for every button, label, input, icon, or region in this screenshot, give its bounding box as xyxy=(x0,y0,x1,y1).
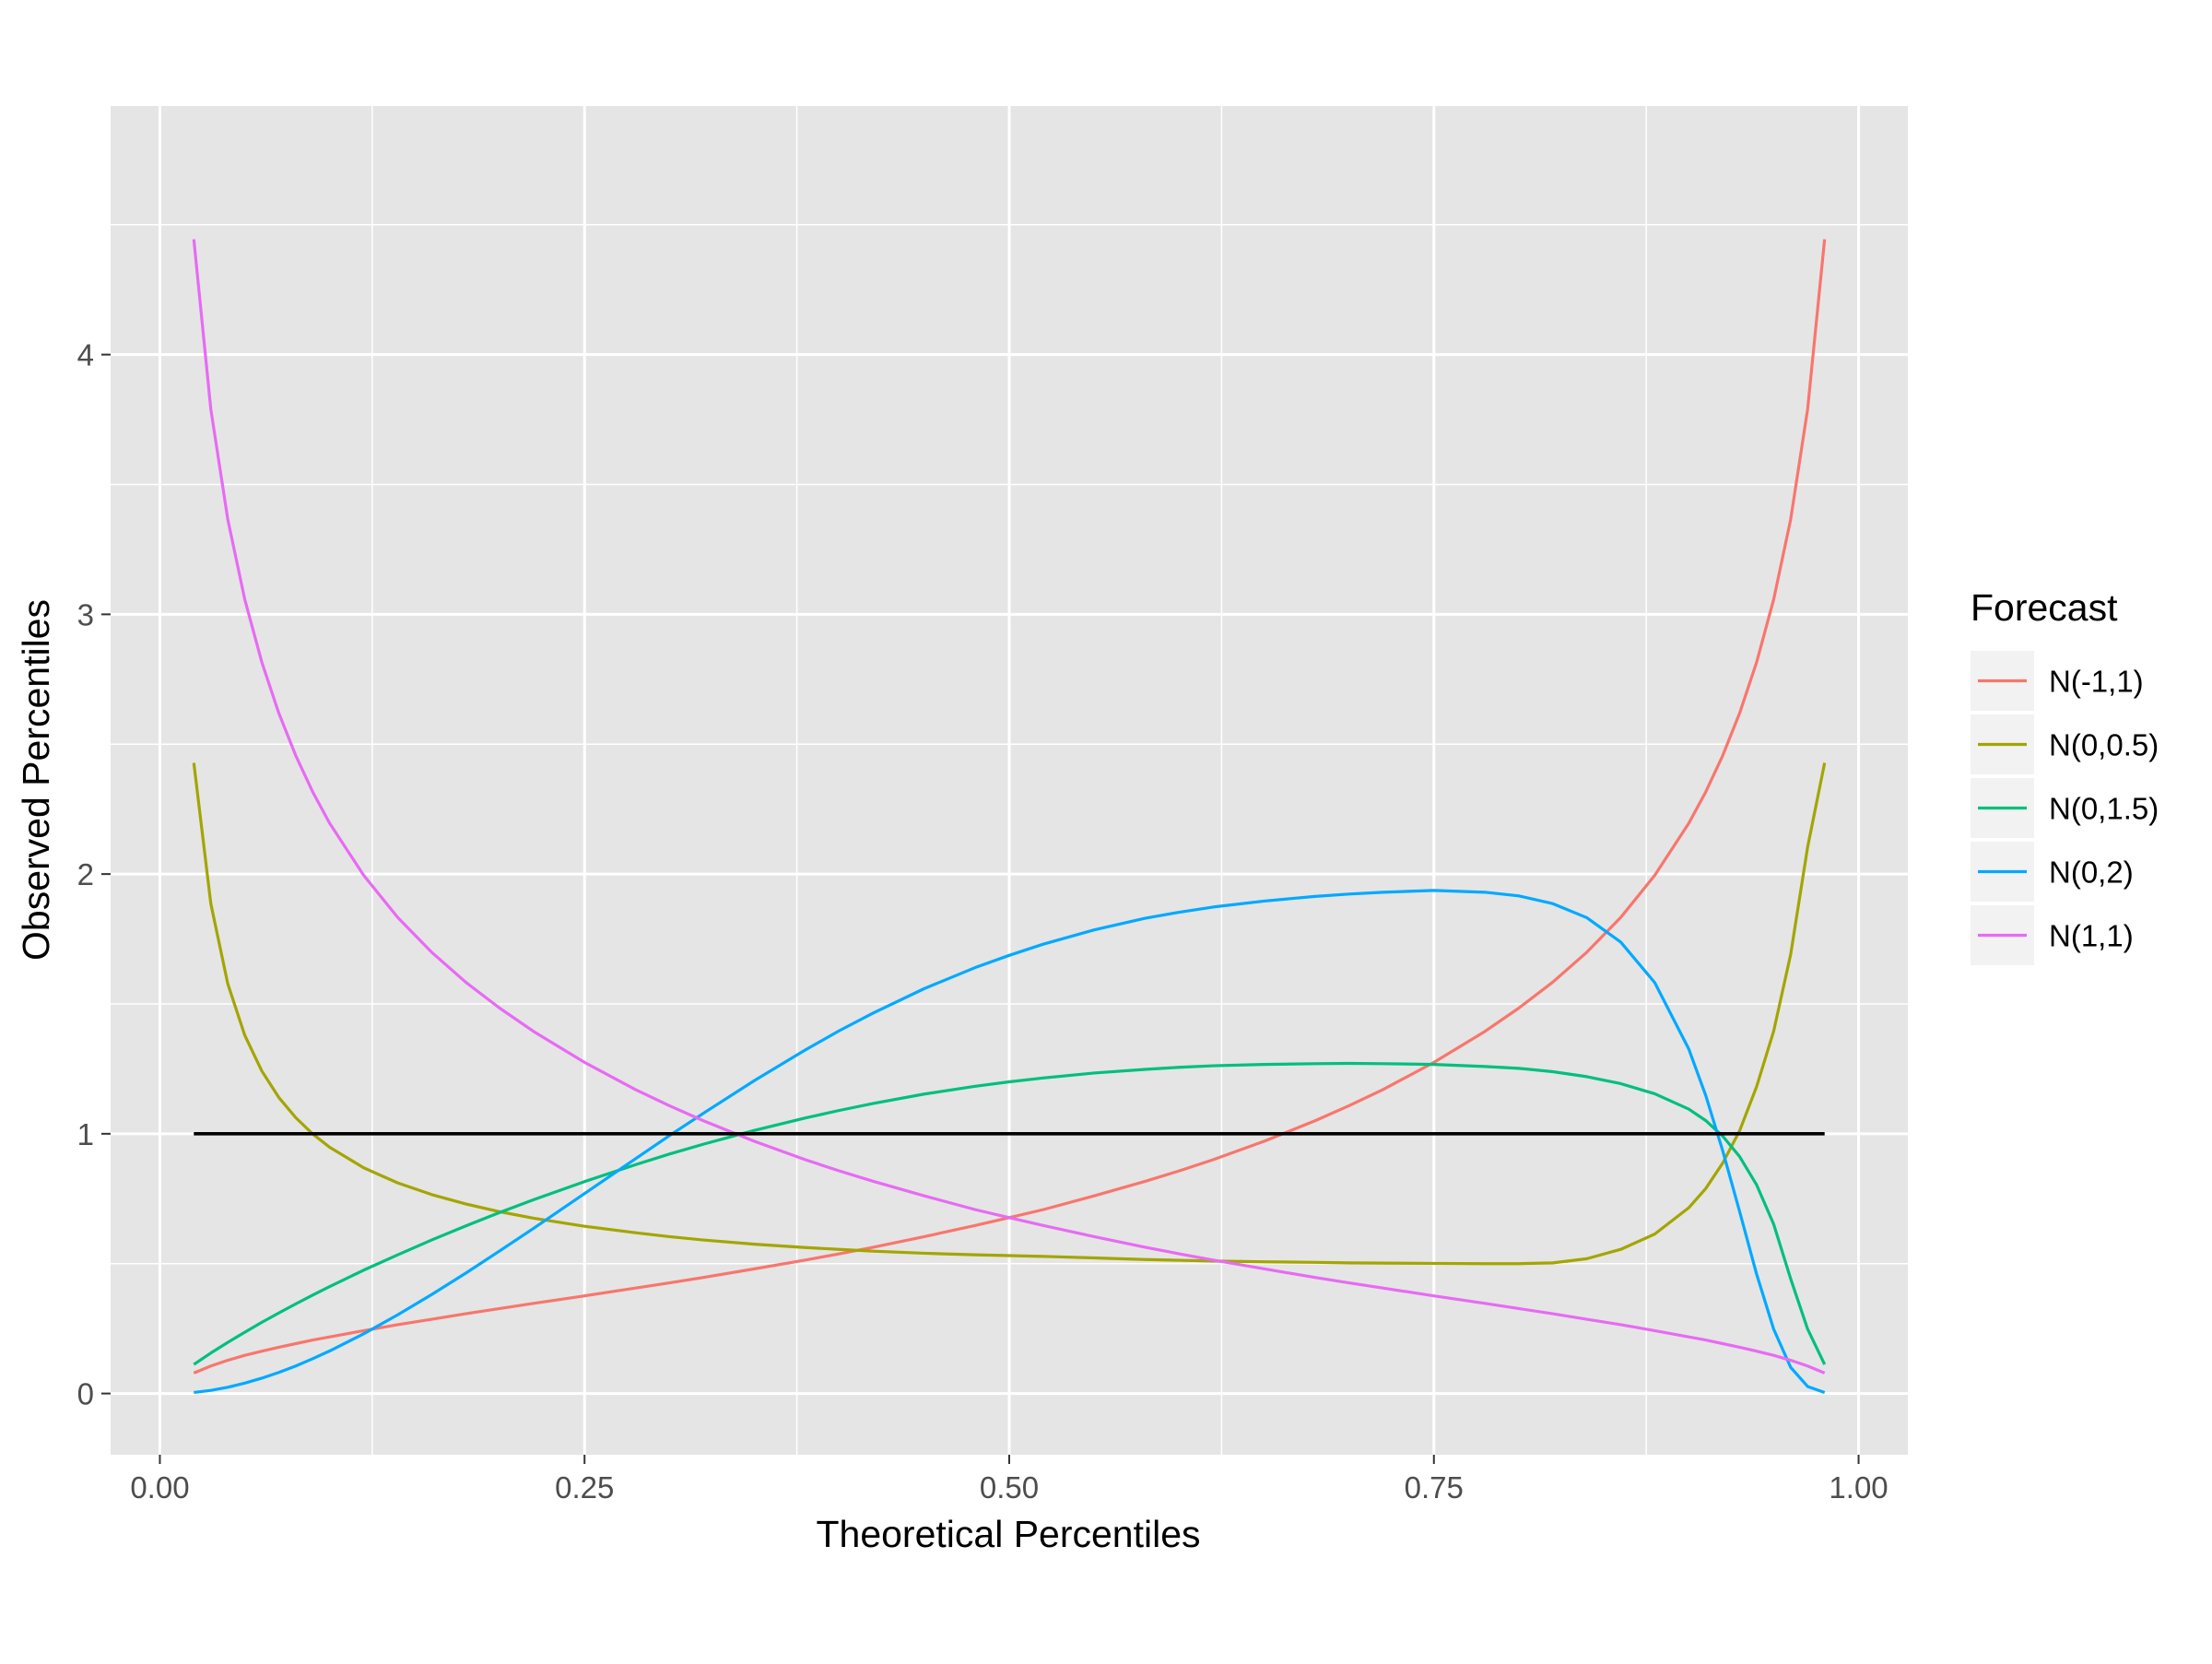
x-axis-title: Theoretical Percentiles xyxy=(816,1513,1200,1555)
y-axis-title: Observed Percentiles xyxy=(15,599,57,961)
legend-label: N(-1,1) xyxy=(2049,665,2144,699)
y-axis: 0 1 2 3 4 xyxy=(77,338,111,1411)
series-layer xyxy=(192,239,1827,1395)
y-tick-label: 0 xyxy=(77,1377,94,1411)
series-line-n-1-1 xyxy=(192,239,1826,1375)
legend-label: N(0,1.5) xyxy=(2049,792,2159,826)
x-tick-label: 1.00 xyxy=(1829,1470,1888,1505)
x-axis: 0.00 0.25 0.50 0.75 1.00 xyxy=(130,1455,1888,1505)
y-tick-label: 4 xyxy=(77,338,94,372)
legend-label: N(0,2) xyxy=(2049,856,2134,890)
y-tick-label: 2 xyxy=(77,857,94,891)
series-line-n-0-0-5 xyxy=(192,762,1827,1266)
y-tick-label: 1 xyxy=(77,1117,94,1151)
series-line-n-0-1-5 xyxy=(193,1061,1827,1366)
x-tick-label: 0.75 xyxy=(1405,1470,1464,1505)
legend-title: Forecast xyxy=(1971,586,2118,629)
legend-label: N(1,1) xyxy=(2049,919,2134,953)
x-tick-label: 0.25 xyxy=(555,1470,614,1505)
series-line-n-0-2 xyxy=(194,889,1826,1395)
x-tick-label: 0.00 xyxy=(130,1470,189,1505)
legend-items: N(-1,1) N(0,0.5) N(0,1.5) N(0,2) N(1,1) xyxy=(1971,651,2159,965)
legend-label: N(0,0.5) xyxy=(2049,728,2159,762)
x-tick-label: 0.50 xyxy=(980,1470,1039,1505)
legend: Forecast N(-1,1)N(0,0.5)N(0,1.5)N(0,2)N(… xyxy=(1971,586,2159,965)
y-tick-label: 3 xyxy=(77,597,94,631)
